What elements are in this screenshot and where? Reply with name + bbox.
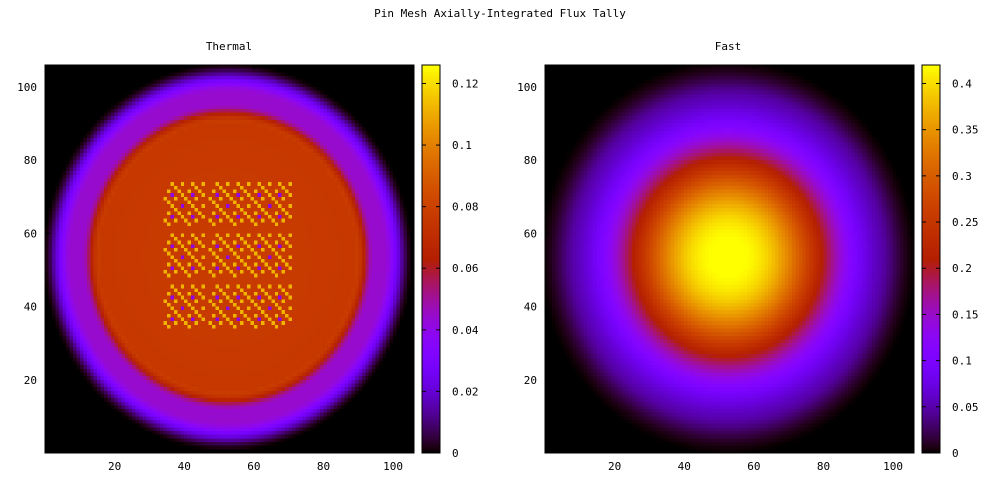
y-tick-label: 60 (24, 227, 37, 240)
colorbar-tick-label: 0.12 (452, 77, 479, 90)
x-tick-label: 40 (178, 460, 191, 473)
y-tick-label: 80 (524, 154, 537, 167)
x-tick-label: 60 (247, 460, 260, 473)
colorbar-tick-label: 0.05 (952, 401, 979, 414)
fast-colorbar (922, 65, 940, 453)
x-tick-label: 100 (383, 460, 403, 473)
fast-plot-border (544, 64, 915, 454)
fast-x-ticks: 20 40 60 80 100 (608, 65, 903, 473)
colorbar-tick-label: 0.4 (952, 77, 972, 90)
y-tick-label: 20 (524, 374, 537, 387)
fast-colorbar-ticks: 0 0.05 0.1 0.15 0.2 0.25 0.3 0.35 0.4 (922, 77, 979, 460)
thermal-colorbar-border (421, 64, 441, 454)
x-tick-label: 20 (608, 460, 621, 473)
colorbar-tick-label: 0.15 (952, 308, 979, 321)
x-tick-label: 100 (883, 460, 903, 473)
colorbar-tick-label: 0 (452, 447, 459, 460)
colorbar-tick-label: 0.04 (452, 324, 479, 337)
y-tick-label: 40 (24, 301, 37, 314)
y-tick-label: 60 (524, 227, 537, 240)
colorbar-tick-label: 0.06 (452, 262, 479, 275)
y-tick-label: 40 (524, 301, 537, 314)
figure-title: Pin Mesh Axially-Integrated Flux Tally (374, 7, 626, 20)
thermal-panel: Thermal 20 40 60 80 100 20 40 60 80 100 0 0.02 0.0… (17, 40, 479, 473)
fast-colorbar-border (921, 64, 941, 454)
y-tick-label: 80 (24, 154, 37, 167)
fast-heatmap (545, 65, 914, 453)
x-tick-label: 80 (317, 460, 330, 473)
y-tick-label: 100 (517, 81, 537, 94)
fast-y-ticks: 20 40 60 80 100 (517, 81, 914, 387)
colorbar-tick-label: 0.02 (452, 385, 479, 398)
thermal-y-ticks: 20 40 60 80 100 (17, 81, 414, 387)
fast-title: Fast (715, 40, 742, 53)
colorbar-tick-label: 0.3 (952, 170, 972, 183)
x-tick-label: 40 (678, 460, 691, 473)
fast-panel: Fast 20 40 60 80 100 20 40 60 80 100 0 0.05 0.1 0.1… (517, 40, 978, 473)
thermal-x-ticks: 20 40 60 80 100 (108, 65, 403, 473)
thermal-heatmap (45, 65, 414, 453)
x-tick-label: 60 (747, 460, 760, 473)
y-tick-label: 20 (24, 374, 37, 387)
x-tick-label: 80 (817, 460, 830, 473)
colorbar-tick-label: 0.1 (952, 355, 972, 368)
colorbar-tick-label: 0.35 (952, 124, 979, 137)
thermal-colorbar-ticks: 0 0.02 0.04 0.06 0.08 0.1 0.12 (422, 77, 479, 460)
colorbar-tick-label: 0.2 (952, 262, 972, 275)
thermal-colorbar (422, 65, 440, 453)
colorbar-tick-label: 0.25 (952, 216, 979, 229)
colorbar-tick-label: 0.1 (452, 139, 472, 152)
colorbar-tick-label: 0 (952, 447, 959, 460)
thermal-title: Thermal (206, 40, 252, 53)
y-tick-label: 100 (17, 81, 37, 94)
x-tick-label: 20 (108, 460, 121, 473)
thermal-plot-border (44, 64, 415, 454)
colorbar-tick-label: 0.08 (452, 201, 479, 214)
